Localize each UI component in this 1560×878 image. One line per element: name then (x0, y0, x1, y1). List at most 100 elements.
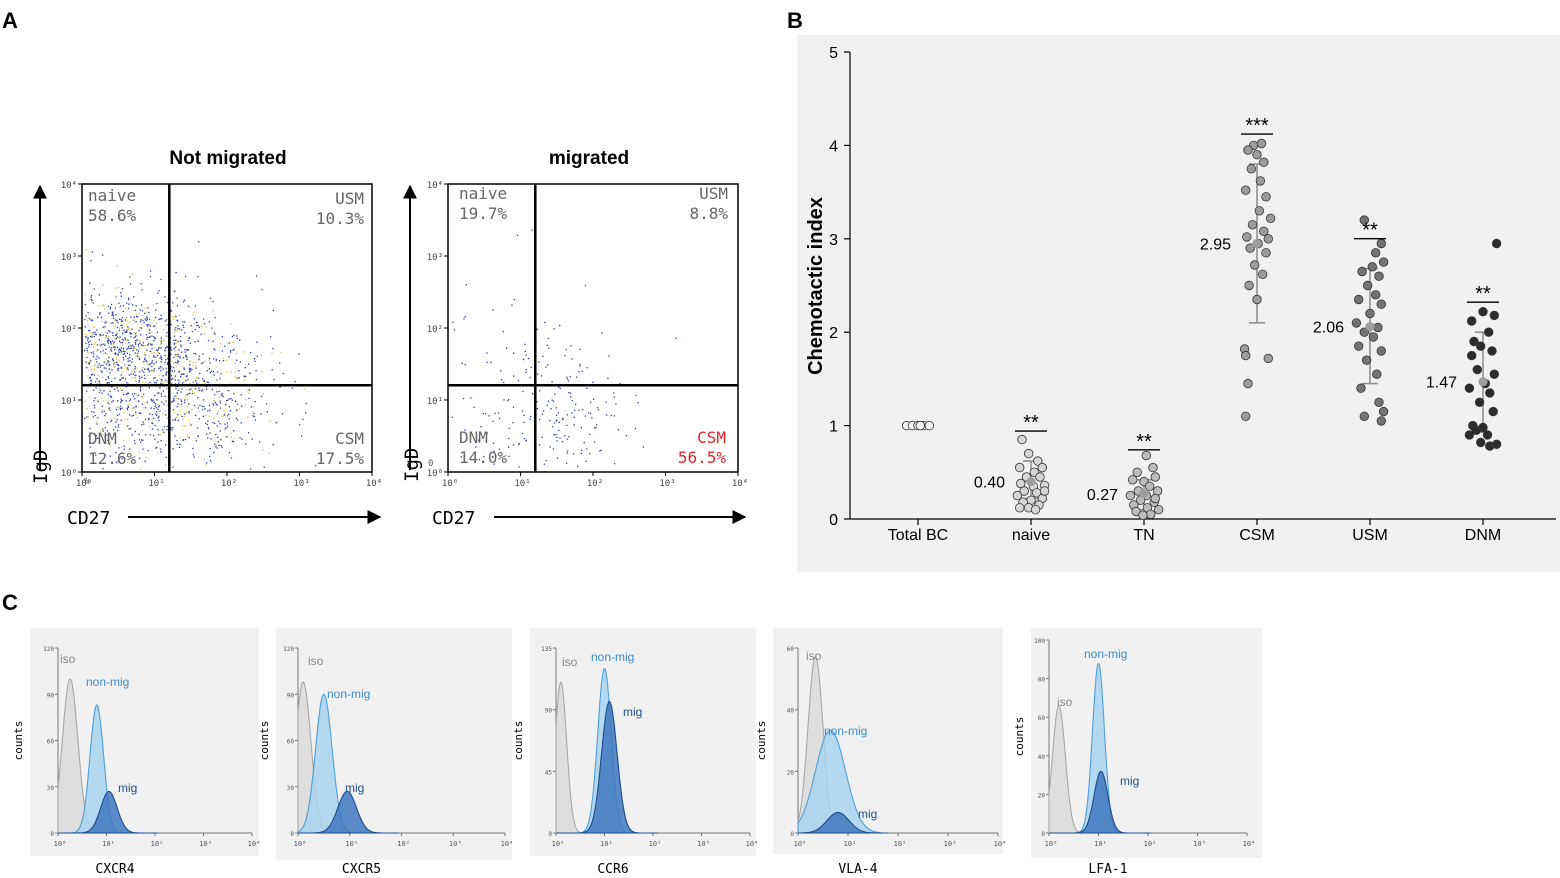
event-dot (130, 428, 132, 430)
event-dot (243, 375, 245, 378)
event-dot (103, 361, 105, 363)
x-tick-label: 10⁴ (732, 479, 748, 489)
event-dot (181, 351, 183, 353)
event-dot (105, 335, 107, 337)
event-dot (549, 420, 551, 422)
event-dot (164, 464, 167, 466)
event-dot (109, 372, 111, 374)
event-dot (234, 371, 236, 373)
mean-label: 0.27 (1087, 487, 1118, 504)
event-dot (181, 373, 183, 375)
event-dot (160, 356, 162, 359)
event-dot (198, 359, 200, 361)
event-dot (186, 358, 188, 361)
event-dot (164, 296, 166, 298)
event-dot (114, 338, 116, 340)
event-dot (464, 429, 466, 431)
event-dot (141, 310, 144, 312)
event-dot (238, 370, 240, 372)
event-dot (170, 427, 172, 429)
event-dot (140, 320, 142, 323)
event-dot (173, 356, 175, 359)
event-dot (192, 368, 194, 370)
event-dot (162, 383, 164, 385)
event-dot (156, 399, 158, 401)
event-dot (120, 419, 122, 421)
y-axis-label: counts (1013, 717, 1026, 757)
event-dot (134, 371, 136, 373)
event-dot (610, 414, 612, 417)
event-dot (107, 376, 109, 378)
event-dot (97, 400, 99, 403)
event-dot (212, 403, 214, 405)
event-dot (152, 399, 154, 401)
event-dot (121, 317, 123, 319)
data-point (1374, 271, 1384, 281)
quadrant-value-naive: 19.7% (459, 204, 508, 223)
event-dot (304, 388, 306, 390)
event-dot (130, 347, 132, 350)
event-dot (95, 334, 97, 336)
event-dot (221, 392, 223, 395)
event-dot (511, 304, 513, 306)
data-point (1037, 462, 1048, 473)
event-dot (589, 433, 591, 435)
event-dot (145, 358, 147, 361)
event-dot (102, 254, 104, 256)
event-dot (250, 372, 252, 375)
event-dot (545, 459, 547, 462)
event-dot (523, 437, 525, 440)
event-dot (86, 320, 89, 322)
event-dot (90, 298, 92, 300)
event-dot (170, 375, 172, 377)
event-dot (452, 321, 454, 323)
event-dot (196, 324, 198, 326)
event-dot (152, 422, 154, 425)
event-dot (104, 352, 106, 354)
event-dot (176, 362, 179, 364)
event-dot (92, 351, 94, 353)
event-dot (94, 381, 97, 383)
event-dot (109, 308, 111, 310)
event-dot (127, 328, 129, 330)
event-dot (86, 356, 88, 358)
event-dot (148, 311, 150, 314)
event-dot (106, 358, 108, 360)
event-dot (181, 415, 183, 418)
event-dot (112, 343, 114, 346)
quadrant-value-csm: 56.5% (678, 448, 727, 467)
event-dot (558, 421, 560, 423)
event-dot (106, 361, 108, 363)
event-dot (102, 284, 104, 286)
event-dot (119, 336, 121, 338)
event-dot (160, 361, 162, 363)
event-dot (156, 404, 159, 406)
event-dot (149, 318, 151, 320)
event-dot (115, 408, 118, 411)
event-dot (565, 349, 567, 351)
histogram-mig (58, 790, 158, 834)
event-dot (605, 401, 607, 403)
event-dot (247, 392, 250, 394)
event-dot (218, 390, 220, 393)
event-dot (123, 352, 125, 355)
event-dot (142, 381, 144, 384)
event-dot (497, 412, 500, 414)
event-dot (165, 367, 167, 369)
event-dot (179, 410, 181, 412)
event-dot (195, 438, 197, 440)
series-label-iso: iso (308, 654, 324, 668)
data-point (1475, 437, 1486, 448)
data-point (1367, 262, 1378, 272)
event-dot (115, 287, 117, 289)
event-dot (584, 284, 587, 287)
event-dot (193, 400, 195, 403)
event-dot (144, 312, 146, 315)
event-dot (161, 381, 163, 383)
event-dot (256, 355, 258, 357)
event-dot (110, 396, 113, 398)
event-dot (206, 433, 208, 435)
significance-label: ** (1475, 283, 1491, 305)
series-label-mig: mig (858, 807, 877, 821)
event-dot (178, 388, 181, 390)
